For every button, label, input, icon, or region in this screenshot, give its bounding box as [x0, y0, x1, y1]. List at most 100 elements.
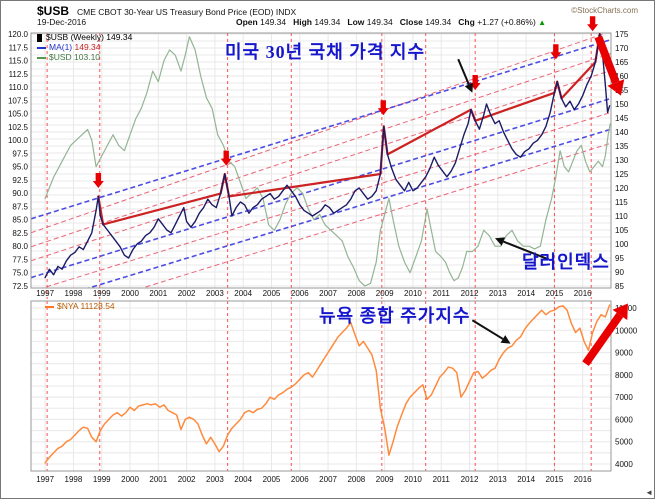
- symbol-label: $USB: [37, 4, 70, 18]
- svg-text:2016: 2016: [574, 289, 592, 298]
- svg-text:140: 140: [615, 128, 629, 137]
- svg-text:5000: 5000: [615, 438, 633, 447]
- open-label: Open: [236, 17, 258, 27]
- svg-text:7000: 7000: [615, 393, 633, 402]
- legend-ma-row: MA(1) 149.34: [37, 42, 132, 52]
- big-trend-arrow-icon: [594, 35, 625, 96]
- svg-text:2015: 2015: [546, 475, 564, 484]
- svg-text:2014: 2014: [517, 289, 535, 298]
- chart-title: CME CBOT 30-Year US Treasury Bond Price …: [77, 7, 297, 17]
- svg-text:117.5: 117.5: [9, 43, 29, 52]
- nya-line-swatch: [45, 305, 54, 308]
- nya-chart-svg: 1100010000900080007000600050004000199719…: [30, 300, 638, 484]
- usd-line-swatch: [37, 56, 46, 59]
- svg-text:2007: 2007: [319, 289, 337, 298]
- svg-text:150: 150: [615, 100, 629, 109]
- scroll-arrow-icon[interactable]: ◄: [645, 488, 653, 497]
- svg-text:2012: 2012: [461, 475, 479, 484]
- annotation-bond-label: 미국 30년 국채 가격 지수: [225, 42, 426, 62]
- nya-line: [44, 304, 611, 464]
- svg-text:135: 135: [615, 142, 629, 151]
- svg-text:10000: 10000: [615, 326, 638, 335]
- svg-text:6000: 6000: [615, 415, 633, 424]
- low-label: Low: [347, 17, 365, 27]
- svg-text:4000: 4000: [615, 460, 633, 469]
- up-triangle-icon: ▲: [538, 18, 547, 27]
- svg-text:1997: 1997: [36, 475, 54, 484]
- bond-legend: $USB (Weekly) 149.34 MA(1) 149.34 $USD 1…: [37, 32, 132, 62]
- open-value: 149.34: [260, 17, 287, 27]
- svg-text:2011: 2011: [433, 289, 451, 298]
- svg-text:160: 160: [615, 72, 629, 81]
- legend-nya-label: $NYA 11128.54: [57, 301, 115, 311]
- legend-nya-row: $NYA 11128.54: [45, 301, 115, 311]
- legend-ma-label: MA(1): [49, 42, 73, 52]
- bond-left-axis-labels: 120.0 117.5 115.0 112.5 110.0 107.5 105.0 102.5…: [8, 30, 29, 291]
- svg-text:170: 170: [615, 44, 629, 53]
- annotation-arrow-icon: [495, 237, 550, 261]
- svg-text:90: 90: [615, 268, 624, 277]
- svg-text:1998: 1998: [65, 289, 83, 298]
- svg-text:2008: 2008: [347, 475, 365, 484]
- svg-text:8000: 8000: [615, 371, 633, 380]
- svg-text:2000: 2000: [121, 289, 139, 298]
- quote-strip: Open 149.34 High 149.34 Low 149.34 Close 14…: [229, 17, 546, 27]
- svg-text:2009: 2009: [376, 289, 394, 298]
- svg-text:1999: 1999: [93, 289, 111, 298]
- svg-text:2005: 2005: [263, 289, 281, 298]
- svg-text:100: 100: [615, 240, 629, 249]
- svg-text:2013: 2013: [489, 289, 507, 298]
- svg-text:2005: 2005: [263, 475, 281, 484]
- legend-usd-label: $USD 103.10: [49, 52, 101, 62]
- svg-text:107.5: 107.5: [8, 96, 29, 105]
- high-label: High: [293, 17, 312, 27]
- svg-text:102.5: 102.5: [8, 123, 29, 132]
- chg-value: +1.27 (+0.86%): [477, 17, 536, 27]
- svg-text:87.5: 87.5: [12, 202, 28, 211]
- high-value: 149.34: [314, 17, 341, 27]
- nya-x-axis-labels: 1997 1998 1999 2000 2001 2002 2003 2004 2005 2006…: [36, 475, 592, 484]
- bond-chart-svg: 120.0 117.5 115.0 112.5 110.0 107.5 105.0 102.5…: [8, 16, 629, 299]
- nya-right-axis-labels: 1100010000900080007000600050004000: [615, 304, 638, 469]
- big-trend-arrow-icon: [582, 303, 628, 367]
- svg-text:2006: 2006: [291, 475, 309, 484]
- svg-text:2004: 2004: [234, 289, 252, 298]
- svg-text:80.0: 80.0: [12, 242, 28, 251]
- svg-text:2009: 2009: [376, 475, 394, 484]
- svg-text:2004: 2004: [234, 475, 252, 484]
- svg-text:2006: 2006: [291, 289, 309, 298]
- chart-date: 19-Dec-2016: [37, 17, 87, 27]
- legend-usb-row: $USB (Weekly) 149.34: [37, 32, 132, 42]
- legend-usd-row: $USD 103.10: [37, 52, 132, 62]
- svg-text:105.0: 105.0: [8, 110, 29, 119]
- peak-arrow-icon: [377, 100, 389, 116]
- svg-text:1997: 1997: [36, 289, 54, 298]
- svg-text:2010: 2010: [404, 289, 422, 298]
- svg-text:75.0: 75.0: [12, 269, 28, 278]
- bond-right-axis-labels: 1751701651601551501451401351301251201151…: [615, 30, 629, 291]
- copyright-label: ©StockCharts.com: [571, 6, 638, 15]
- svg-text:2001: 2001: [149, 289, 167, 298]
- peak-arrow-icon: [550, 44, 562, 60]
- svg-text:2014: 2014: [517, 475, 535, 484]
- svg-text:9000: 9000: [615, 349, 633, 358]
- svg-text:2003: 2003: [206, 289, 224, 298]
- legend-ma-value: 149.34: [74, 42, 101, 52]
- ma-line-swatch: [37, 46, 46, 49]
- svg-text:90.0: 90.0: [12, 189, 28, 198]
- usd-line: [44, 36, 611, 287]
- svg-text:1999: 1999: [93, 475, 111, 484]
- legend-usb-label: $USB (Weekly) 149.34: [46, 32, 133, 42]
- usb-line: [44, 33, 611, 279]
- peak-arrow-icon: [587, 16, 599, 32]
- bond-trend-channel: [31, 33, 611, 288]
- svg-text:112.5: 112.5: [9, 70, 29, 79]
- svg-text:85: 85: [615, 282, 624, 291]
- chg-label: Chg: [458, 17, 475, 27]
- svg-text:115: 115: [615, 198, 628, 207]
- annotation-dollar-label: 달러인덱스: [522, 252, 610, 272]
- low-value: 149.34: [366, 17, 393, 27]
- svg-text:110.0: 110.0: [9, 83, 29, 92]
- svg-text:95: 95: [615, 254, 624, 263]
- peak-arrow-icon: [220, 150, 232, 166]
